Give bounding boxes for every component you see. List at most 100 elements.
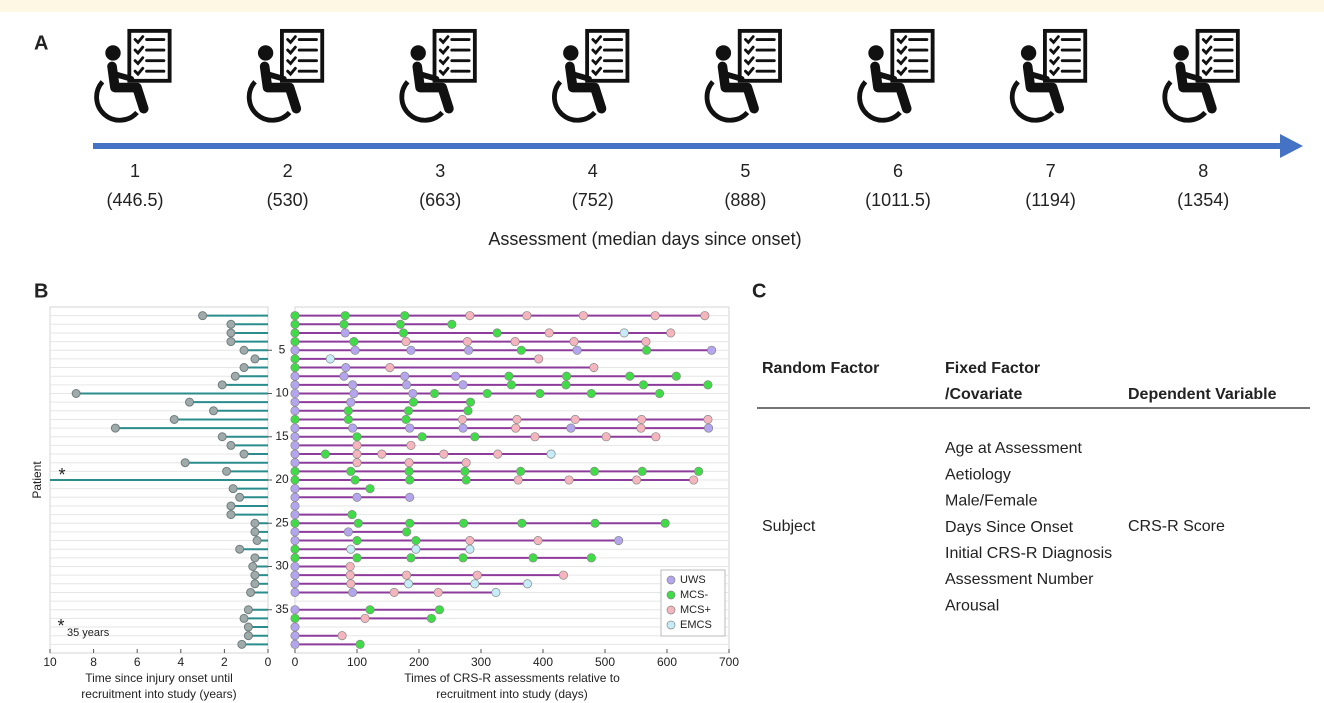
x-axis-label: recruitment into study (days) [436, 687, 587, 701]
assessment-point [346, 579, 356, 589]
assessment-point [337, 631, 347, 641]
assessment-point [522, 311, 532, 321]
y-tick-label: 35 [275, 602, 289, 616]
marker [250, 579, 260, 589]
marker [250, 518, 260, 528]
table-header: Random Factor [762, 360, 879, 377]
assessment-icon [249, 31, 322, 120]
assessment-point [511, 423, 521, 433]
timeline-label: Assessment (median days since onset) [488, 229, 801, 249]
assessment-point [349, 337, 359, 347]
assessment-point [290, 380, 300, 390]
assessment-point [340, 328, 350, 338]
assessment-point [355, 639, 365, 649]
assessment-point [417, 432, 427, 442]
assessment-point [290, 631, 300, 641]
marker [252, 536, 262, 546]
assessment-point [290, 587, 300, 597]
assessment-point [290, 492, 300, 502]
assessment-point [491, 587, 501, 597]
top-band [0, 0, 1324, 12]
assessment-point [434, 605, 445, 615]
assessment-point [290, 440, 300, 450]
assessment-point [703, 423, 714, 433]
assessment-number: 4 [588, 161, 598, 181]
assessment-point [426, 613, 436, 623]
assessment-number: 2 [283, 161, 293, 181]
assessment-point [348, 587, 358, 597]
marker [239, 449, 249, 459]
assessment-point [290, 622, 300, 632]
marker [246, 587, 256, 597]
assessment-point [405, 518, 415, 528]
assessment-point [586, 553, 596, 563]
assessment-number: 6 [893, 161, 903, 181]
table-cell: Aetiology [945, 466, 1011, 483]
assessment-point [348, 380, 358, 390]
assessment-point [517, 518, 527, 528]
assessment-point [689, 475, 699, 485]
assessment-point [458, 423, 468, 433]
assessment-point [544, 328, 554, 338]
assessment-point [586, 388, 596, 399]
assessment-point [352, 449, 362, 459]
x-tick-label: 400 [533, 655, 553, 669]
assessment-point [666, 328, 676, 338]
marker [243, 605, 253, 615]
assessment-point [345, 561, 355, 572]
y-tick-label: 15 [275, 429, 289, 443]
assessment-point [290, 553, 300, 563]
assessment-point [694, 466, 704, 476]
assessment-point [482, 388, 492, 399]
assessment-point [290, 328, 300, 338]
assessment-point [601, 432, 611, 442]
table-cell: Initial CRS-R Diagnosis [945, 545, 1112, 562]
table-cell: Days Since Onset [945, 519, 1074, 536]
assessment-point [401, 414, 411, 424]
assessment-point [464, 345, 474, 355]
assessment-point [290, 639, 300, 649]
assessment-point [290, 561, 300, 572]
assessment-point [346, 397, 356, 407]
assessment-point [405, 423, 415, 433]
assessment-point [290, 484, 300, 494]
marker [248, 562, 258, 571]
assessment-point [350, 475, 360, 485]
assessment-point [290, 345, 300, 355]
assessment-point [395, 319, 405, 329]
factor-table: Random Factor Fixed Factor /Covariate De… [757, 360, 1310, 535]
assessment-point [470, 579, 480, 589]
assessment-icon [1165, 31, 1238, 120]
assessment-point [290, 535, 300, 546]
assessment-point [463, 406, 473, 416]
assessment-median: (888) [724, 190, 766, 210]
marker [250, 354, 260, 364]
assessment-point [566, 423, 576, 433]
table-header: /Covariate [945, 386, 1022, 403]
assessment-point [461, 458, 471, 468]
assessment-point [346, 544, 356, 554]
assessment-point [352, 458, 362, 468]
marker [239, 345, 249, 355]
assessment-point [561, 380, 571, 390]
y-tick-label: 10 [275, 386, 289, 400]
assessment-icon [860, 31, 933, 120]
assessment-point [406, 440, 416, 450]
assessment-point [655, 388, 665, 399]
assessment-point [377, 449, 387, 459]
marker [243, 631, 253, 641]
marker [71, 389, 81, 398]
marker [185, 397, 195, 407]
assessment-point [350, 345, 360, 355]
assessment-point [385, 362, 395, 373]
assessment-point [589, 362, 599, 373]
marker [226, 440, 236, 450]
assessment-point [343, 527, 353, 537]
panel-label: B [34, 280, 48, 302]
arrow-head [1280, 134, 1303, 158]
y-tick-label: 20 [275, 472, 289, 486]
assessment-point [401, 337, 411, 347]
marker [198, 311, 208, 321]
assessment-point [290, 311, 300, 321]
marker [217, 432, 227, 442]
